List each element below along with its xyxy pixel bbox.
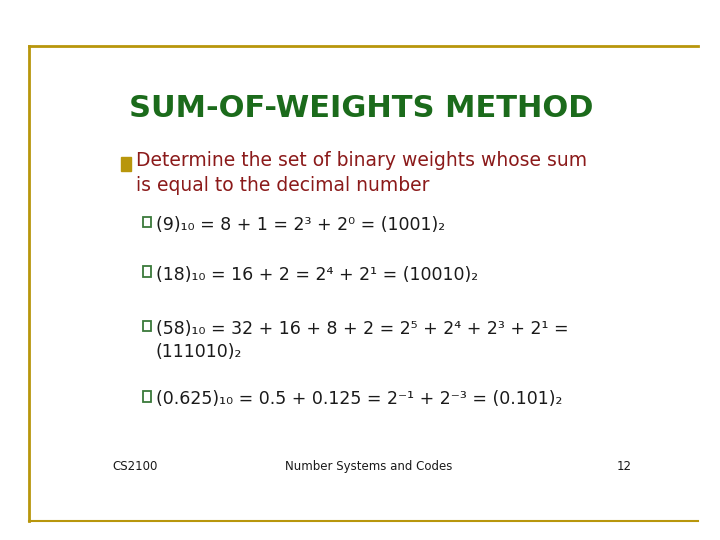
Bar <box>121 157 131 171</box>
Text: CS2100: CS2100 <box>112 460 158 473</box>
Bar <box>143 391 150 402</box>
Text: SUM-OF-WEIGHTS METHOD: SUM-OF-WEIGHTS METHOD <box>129 94 593 123</box>
Bar <box>143 266 150 277</box>
Bar <box>143 321 150 331</box>
Bar <box>143 217 150 227</box>
Text: Number Systems and Codes: Number Systems and Codes <box>285 460 453 473</box>
Text: (9)₁₀ = 8 + 1 = 2³ + 2⁰ = (1001)₂: (9)₁₀ = 8 + 1 = 2³ + 2⁰ = (1001)₂ <box>156 216 445 234</box>
Text: 12: 12 <box>616 460 631 473</box>
Text: (18)₁₀ = 16 + 2 = 2⁴ + 2¹ = (10010)₂: (18)₁₀ = 16 + 2 = 2⁴ + 2¹ = (10010)₂ <box>156 266 478 284</box>
Text: Determine the set of binary weights whose sum
is equal to the decimal number: Determine the set of binary weights whos… <box>136 151 587 194</box>
Text: (0.625)₁₀ = 0.5 + 0.125 = 2⁻¹ + 2⁻³ = (0.101)₂: (0.625)₁₀ = 0.5 + 0.125 = 2⁻¹ + 2⁻³ = (0… <box>156 390 562 408</box>
Text: (58)₁₀ = 32 + 16 + 8 + 2 = 2⁵ + 2⁴ + 2³ + 2¹ =
(111010)₂: (58)₁₀ = 32 + 16 + 8 + 2 = 2⁵ + 2⁴ + 2³ … <box>156 320 569 361</box>
